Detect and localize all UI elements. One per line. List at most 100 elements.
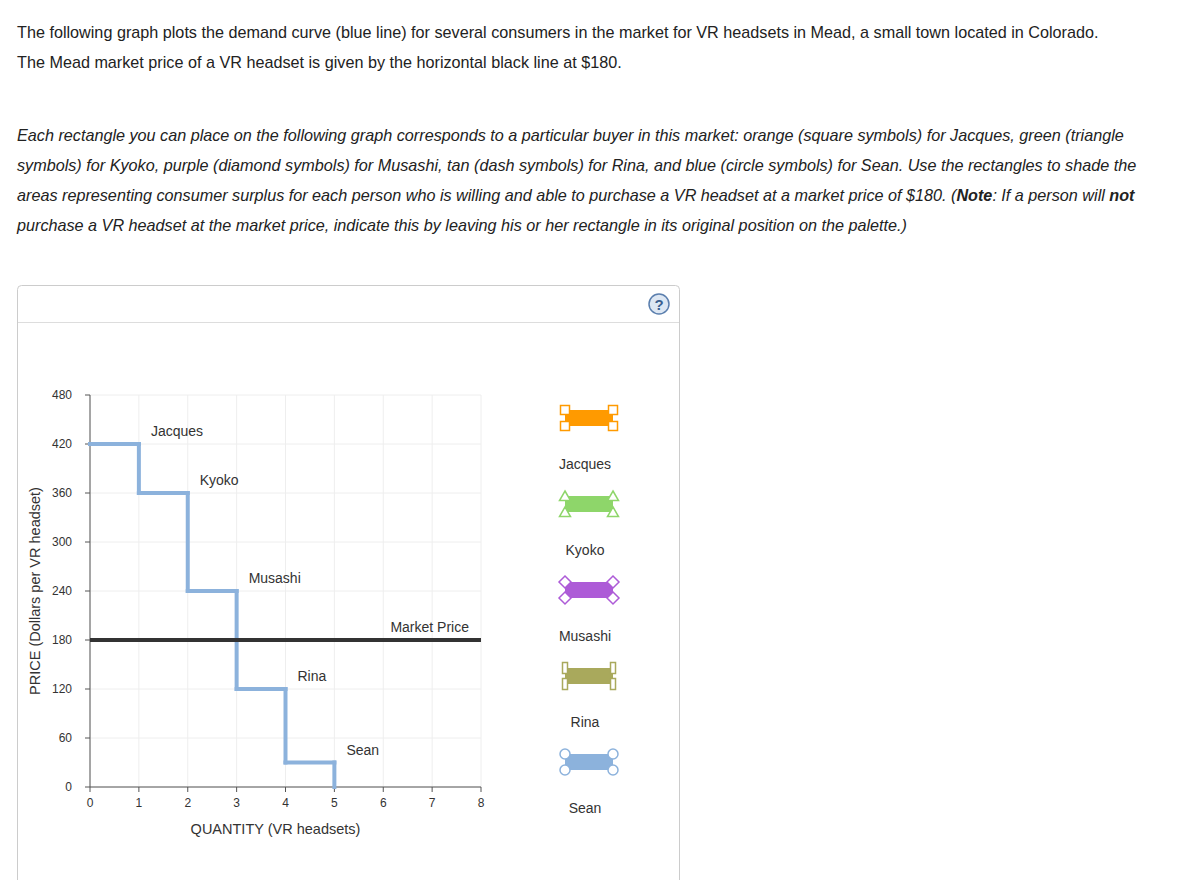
buyer-label: Musashi (249, 570, 301, 586)
grid-line-x (236, 395, 237, 787)
x-tick-label: 8 (478, 796, 485, 810)
text-run: : If a person will (992, 186, 1109, 204)
palette-item[interactable] (563, 663, 616, 690)
palette-rectangle[interactable] (565, 496, 613, 512)
palette-rectangle[interactable] (565, 668, 613, 684)
x-tick (432, 787, 433, 792)
palette-handle[interactable] (609, 406, 618, 415)
palette-handle[interactable] (608, 491, 619, 501)
plot-data (90, 444, 481, 787)
demand-step (139, 491, 188, 495)
chart: ?060120180240300360420480012345678QUANTI… (0, 0, 1200, 880)
x-tick (383, 787, 384, 792)
help-icon[interactable] (649, 294, 669, 314)
palette-handle[interactable] (561, 422, 570, 431)
palette-handle[interactable] (608, 507, 619, 517)
palette-handle[interactable] (608, 749, 618, 759)
demand-step (237, 687, 286, 691)
x-tick-label: 0 (87, 796, 94, 810)
text-run: The following graph plots the demand cur… (17, 23, 1099, 41)
palette-label: Jacques (559, 456, 611, 472)
palette-handle[interactable] (607, 592, 619, 604)
palette-handle[interactable] (560, 765, 570, 775)
buyer-label: Sean (346, 742, 379, 758)
x-tick (90, 787, 91, 792)
y-tick-label: 180 (52, 633, 72, 647)
palette-handle[interactable] (561, 406, 570, 415)
grid-line-y (90, 542, 481, 543)
palette-item[interactable] (561, 406, 618, 431)
y-axis-title: PRICE (Dollars per VR headset) (27, 487, 43, 695)
palette-label: Musashi (559, 628, 611, 644)
palette-rectangle[interactable] (565, 754, 613, 770)
palette-item[interactable] (560, 749, 618, 775)
x-tick (285, 787, 286, 792)
grid-line-y (90, 591, 481, 592)
palette-rectangle[interactable] (565, 582, 613, 598)
y-tick-label: 300 (52, 535, 72, 549)
x-tick (138, 787, 139, 792)
palette-handle[interactable] (560, 507, 571, 517)
palette-item[interactable] (559, 576, 619, 604)
x-tick-label: 6 (380, 796, 387, 810)
palette-item[interactable] (560, 491, 619, 517)
x-tick-label: 7 (429, 796, 436, 810)
x-tick-label: 4 (282, 796, 289, 810)
palette-handle[interactable] (608, 765, 618, 775)
demand-step-connector (332, 763, 336, 788)
x-axis-title: QUANTITY (VR headsets) (191, 821, 361, 837)
y-tick-label: 360 (52, 486, 72, 500)
x-tick-label: 2 (184, 796, 191, 810)
grid-line-y (90, 395, 481, 396)
buyer-label: Kyoko (200, 472, 239, 488)
palette-handle[interactable] (609, 422, 618, 431)
palette-handle[interactable] (560, 491, 571, 501)
panel (18, 286, 680, 880)
palette-label: Sean (569, 800, 602, 816)
grid-line-y (90, 493, 481, 494)
palette-label: Rina (571, 714, 600, 730)
palette-rectangle[interactable] (565, 410, 613, 426)
y-tick (85, 689, 90, 690)
buyer-label: Rina (298, 668, 327, 684)
y-tick (85, 542, 90, 543)
x-tick (187, 787, 188, 792)
x-tick (236, 787, 237, 792)
palette-handle[interactable] (611, 679, 616, 690)
demand-step-connector (284, 689, 288, 763)
demand-step (286, 761, 335, 765)
x-tick-label: 1 (136, 796, 143, 810)
buyer-label: Jacques (151, 423, 203, 439)
y-tick-label: 60 (59, 731, 73, 745)
palette-handle[interactable] (563, 663, 568, 674)
paragraph: Each rectangle you can place on the foll… (17, 121, 1167, 240)
palette-handle[interactable] (563, 679, 568, 690)
palette-handle[interactable] (559, 592, 571, 604)
demand-step (188, 589, 237, 593)
x-tick-label: 3 (233, 796, 240, 810)
text-run: purchase a VR headset at the market pric… (17, 216, 907, 234)
text-run: Note (956, 186, 992, 204)
y-tick-label: 420 (52, 437, 72, 451)
help-icon-text[interactable]: ? (654, 296, 663, 313)
palette-handle[interactable] (559, 576, 571, 588)
y-tick (85, 395, 90, 396)
palette-handle[interactable] (611, 663, 616, 674)
demand-step (90, 442, 139, 446)
x-tick (481, 787, 482, 792)
palette-label: Kyoko (566, 542, 605, 558)
palette-handle[interactable] (560, 749, 570, 759)
paragraph: The following graph plots the demand cur… (17, 18, 1167, 48)
palette-handle[interactable] (607, 576, 619, 588)
market-price-label: Market Price (390, 619, 469, 635)
y-tick-label: 240 (52, 584, 72, 598)
paragraph: The Mead market price of a VR headset is… (17, 48, 1167, 78)
header: The following graph plots the demand cur… (17, 18, 1167, 240)
text-run: The Mead market price of a VR headset is… (17, 53, 622, 71)
panel-divider (18, 322, 679, 323)
y-tick (85, 640, 90, 641)
y-tick (85, 591, 90, 592)
demand-step-connector (137, 444, 141, 493)
y-tick (85, 738, 90, 739)
y-tick-label: 120 (52, 682, 72, 696)
